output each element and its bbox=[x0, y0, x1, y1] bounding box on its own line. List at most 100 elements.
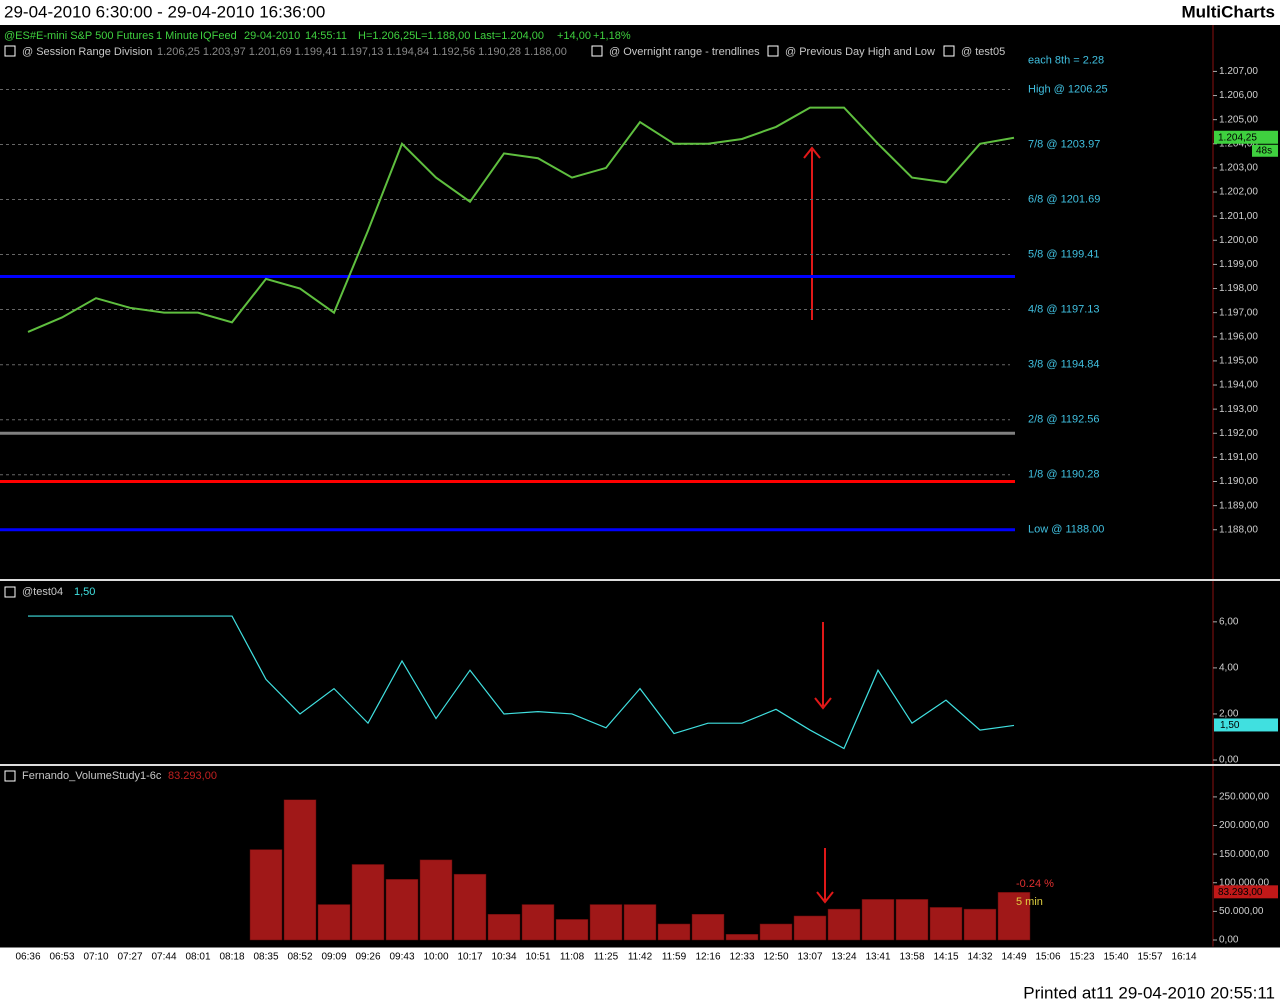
level-label: 6/8 @ 1201.69 bbox=[1028, 193, 1100, 205]
price-tag bbox=[1214, 130, 1278, 144]
footer: Printed at11 29-04-2010 20:55:11 bbox=[1023, 983, 1275, 1002]
arrow-head bbox=[803, 146, 821, 159]
x-tick-label: 11:25 bbox=[594, 952, 619, 963]
x-tick-label: 14:32 bbox=[967, 952, 992, 963]
x-tick-label: 07:44 bbox=[151, 952, 176, 963]
y-tick-label: 1.188,00 bbox=[1219, 524, 1258, 535]
y-tick-label: 1.191,00 bbox=[1219, 452, 1258, 463]
age-tag bbox=[1252, 144, 1278, 157]
x-tick-label: 15:57 bbox=[1137, 952, 1162, 963]
volume-bar bbox=[487, 913, 521, 941]
checkbox[interactable] bbox=[4, 45, 16, 57]
value-tag bbox=[1214, 718, 1278, 732]
volume-bar bbox=[827, 908, 861, 941]
checkbox[interactable] bbox=[4, 770, 16, 782]
volume-bar bbox=[623, 904, 657, 941]
app-name: MultiCharts bbox=[1182, 2, 1276, 21]
level-label: 2/8 @ 1192.56 bbox=[1028, 414, 1100, 426]
volume-bar bbox=[657, 923, 691, 941]
y-tick-label: 1.194,00 bbox=[1219, 380, 1258, 391]
symbol-info: L=1.188,00 bbox=[415, 30, 470, 42]
checkbox[interactable] bbox=[943, 45, 955, 57]
symbol-info: E-mini S&P 500 Futures bbox=[36, 30, 154, 42]
y-tick-label: 1.202,00 bbox=[1219, 187, 1258, 198]
annotations bbox=[803, 146, 834, 904]
panel-value: 83.293,00 bbox=[168, 770, 217, 782]
arrow-head bbox=[816, 891, 834, 904]
level-label: Low @ 1188.00 bbox=[1028, 524, 1104, 536]
y-tick-label: 1.190,00 bbox=[1219, 476, 1258, 487]
value-tag-label: 1,50 bbox=[1220, 720, 1240, 731]
study-name: @ Previous Day High and Low bbox=[785, 46, 935, 58]
x-tick-label: 06:53 bbox=[49, 952, 74, 963]
x-tick-label: 10:34 bbox=[491, 952, 516, 963]
x-tick-label: 12:50 bbox=[763, 952, 788, 963]
x-tick-label: 10:00 bbox=[423, 952, 448, 963]
y-tick-label: 0,00 bbox=[1219, 935, 1239, 946]
x-tick-label: 07:10 bbox=[83, 952, 108, 963]
x-tick-label: 12:16 bbox=[695, 952, 720, 963]
y-tick-label: 1.193,00 bbox=[1219, 404, 1258, 415]
series-line bbox=[28, 615, 1015, 750]
y-tick-label: 1.205,00 bbox=[1219, 114, 1258, 125]
y-tick-label: 200.000,00 bbox=[1219, 820, 1269, 831]
checkbox[interactable] bbox=[591, 45, 603, 57]
level-label: 3/8 @ 1194.84 bbox=[1028, 359, 1100, 371]
x-tick-label: 13:24 bbox=[831, 952, 856, 963]
x-tick-label: 13:07 bbox=[797, 952, 822, 963]
x-tick-label: 11:08 bbox=[560, 952, 585, 963]
x-tick-label: 11:42 bbox=[628, 952, 653, 963]
y-tick-label: 1.196,00 bbox=[1219, 331, 1258, 342]
symbol-info: @ES# bbox=[4, 30, 37, 42]
y-tick-label: 0,00 bbox=[1219, 755, 1239, 766]
x-tick-label: 06:36 bbox=[15, 952, 40, 963]
study-name: @ Session Range Division bbox=[22, 46, 152, 58]
change-label: -0.24 % bbox=[1016, 878, 1054, 890]
y-tick-label: 4,00 bbox=[1219, 663, 1239, 674]
x-tick-label: 08:01 bbox=[185, 952, 210, 963]
volume-bar bbox=[861, 899, 895, 941]
checkbox[interactable] bbox=[4, 586, 16, 598]
volume-bar bbox=[351, 864, 385, 941]
arrow-head bbox=[814, 697, 832, 710]
y-tick-label: 1.198,00 bbox=[1219, 283, 1258, 294]
y-tick-label: 1.199,00 bbox=[1219, 259, 1258, 270]
y-tick-label: 1.207,00 bbox=[1219, 66, 1258, 77]
legend: @ Session Range Division 1.206,25 1.203,… bbox=[4, 45, 1005, 782]
levels-note: each 8th = 2.28 bbox=[1028, 54, 1104, 66]
y-tick-label: 1.200,00 bbox=[1219, 235, 1258, 246]
study-values: 1.206,25 1.203,97 1.201,69 1.199,41 1.19… bbox=[157, 46, 567, 58]
level-label: High @ 1206.25 bbox=[1028, 83, 1108, 95]
study-name: @ test05 bbox=[961, 46, 1005, 58]
symbol-info: IQFeed bbox=[200, 30, 237, 42]
panel-separator bbox=[0, 764, 1280, 766]
value-tag bbox=[1214, 885, 1278, 899]
x-tick-label: 15:40 bbox=[1103, 952, 1128, 963]
value-tag-label: 83.293,00 bbox=[1218, 887, 1263, 898]
y-tick-label: 6,00 bbox=[1219, 616, 1239, 627]
volume-bar bbox=[963, 908, 997, 941]
x-tick-label: 15:06 bbox=[1035, 952, 1060, 963]
volume-bar bbox=[895, 899, 929, 941]
volume-bar bbox=[419, 859, 453, 941]
y-tick-label: 1.197,00 bbox=[1219, 307, 1258, 318]
checkbox[interactable] bbox=[767, 45, 779, 57]
level-label: 4/8 @ 1197.13 bbox=[1028, 303, 1100, 315]
volume-bar bbox=[453, 873, 487, 941]
volume-bar bbox=[759, 923, 793, 941]
x-tick-label: 13:58 bbox=[899, 952, 924, 963]
x-tick-label: 09:09 bbox=[321, 952, 346, 963]
symbol-info: 29-04-2010 bbox=[244, 30, 300, 42]
x-tick-label: 16:14 bbox=[1171, 952, 1196, 963]
x-tick-label: 08:52 bbox=[287, 952, 312, 963]
volume-bar bbox=[929, 907, 963, 941]
x-tick-label: 12:33 bbox=[729, 952, 754, 963]
y-tick-label: 250.000,00 bbox=[1219, 792, 1269, 803]
y-tick-label: 1.203,00 bbox=[1219, 163, 1258, 174]
x-tick-label: 10:51 bbox=[525, 952, 550, 963]
price-tag-label: 1.204,25 bbox=[1218, 132, 1257, 143]
level-label: 7/8 @ 1203.97 bbox=[1028, 138, 1100, 150]
symbol-info: +14,00 bbox=[557, 30, 591, 42]
symbol-info: 1 Minute bbox=[156, 30, 198, 42]
y-tick-label: 1.195,00 bbox=[1219, 356, 1258, 367]
